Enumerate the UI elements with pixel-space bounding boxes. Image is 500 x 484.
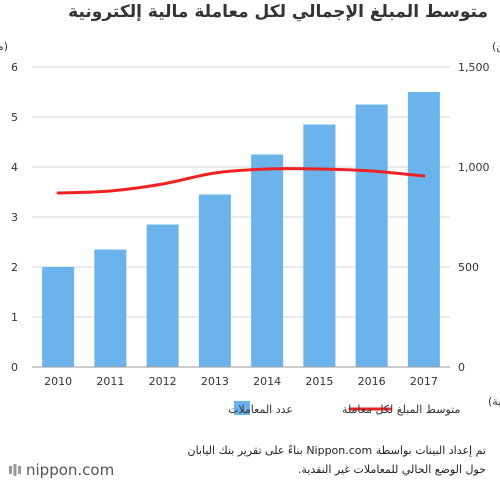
- right-tick-label: 500: [458, 261, 479, 274]
- legend-line-label: متوسط المبلغ لكل معاملة: [342, 403, 460, 416]
- line-series: [56, 167, 426, 195]
- left-tick-label: 2: [11, 261, 18, 274]
- x-tick-label: 2016: [358, 375, 386, 388]
- chart-title: متوسط المبلغ الإجمالي لكل معاملة مالية إ…: [68, 2, 488, 22]
- chart-canvas: 0 1 2 3 4 5 6 0 500 1,000 1,500 (مليار) (ين) 2010 2011…: [0, 40, 500, 416]
- bar: [407, 92, 440, 367]
- bar: [198, 194, 231, 367]
- left-tick-label: 6: [11, 61, 18, 74]
- x-tick-label: 2013: [201, 375, 229, 388]
- x-tick-label: 2011: [96, 375, 124, 388]
- left-tick-label: 5: [11, 111, 18, 124]
- legend-bar-swatch: [234, 401, 250, 415]
- x-axis-note: (سنة مالية): [488, 395, 500, 408]
- x-tick-label: 2015: [305, 375, 333, 388]
- bar: [42, 267, 75, 367]
- source-note: تم إعداد البينات بواسطة Nippon.com بناءً…: [6, 441, 487, 479]
- bar: [146, 224, 179, 367]
- right-tick-label: 1,000: [458, 161, 490, 174]
- bar: [303, 124, 336, 367]
- left-tick-label: 4: [11, 161, 18, 174]
- right-tick-label: 0: [458, 361, 465, 374]
- bar: [355, 104, 388, 367]
- x-tick-label: 2014: [253, 375, 281, 388]
- left-tick-label: 0: [11, 361, 18, 374]
- legend-bar-label: عدد المعاملات: [228, 403, 293, 416]
- right-axis-unit: (ين): [492, 40, 500, 53]
- left-axis-unit: (مليار): [0, 40, 8, 53]
- source-line: حول الوضع الحالي للمعاملات غير النقدية.: [297, 463, 486, 476]
- left-tick-label: 1: [11, 311, 18, 324]
- x-tick-label: 2012: [149, 375, 177, 388]
- left-tick-label: 3: [11, 211, 18, 224]
- x-tick-label: 2017: [410, 375, 438, 388]
- bar: [251, 154, 284, 367]
- nippon-logo-icon: [9, 464, 21, 476]
- logo-text: nippon.com: [26, 461, 115, 479]
- source-line: تم إعداد البينات بواسطة Nippon.com بناءً…: [187, 444, 487, 457]
- right-tick-label: 1,500: [458, 61, 490, 74]
- x-tick-label: 2010: [44, 375, 72, 388]
- bar: [94, 249, 127, 367]
- nippon-logo: nippon.com: [8, 461, 114, 479]
